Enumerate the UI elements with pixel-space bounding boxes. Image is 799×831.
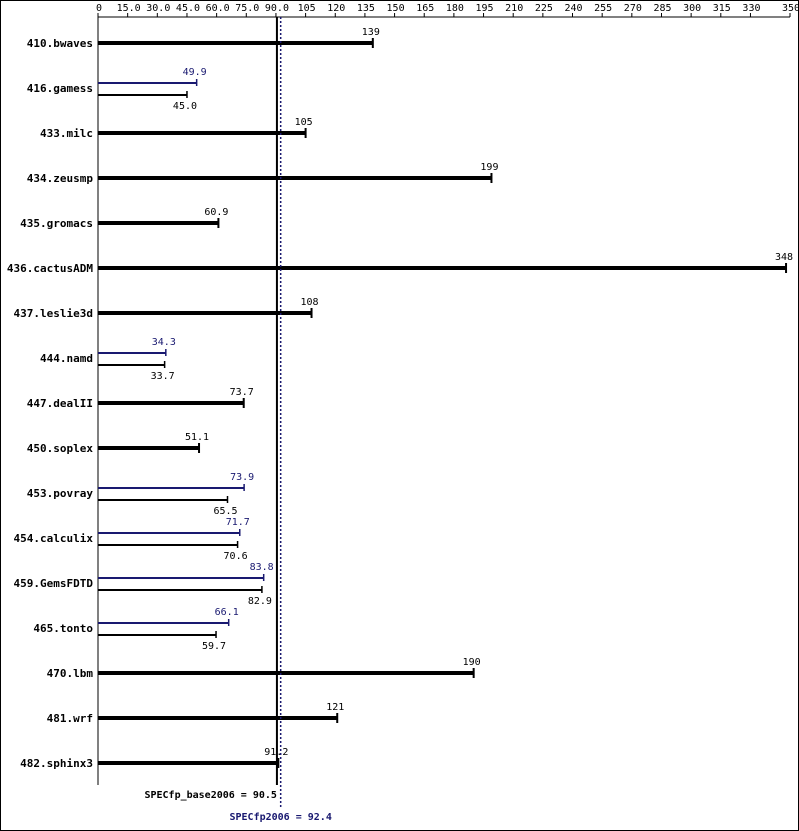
value-label: 71.7: [226, 517, 250, 528]
x-tick-label: 270: [624, 3, 642, 14]
value-label: 66.1: [215, 607, 239, 618]
x-tick-label: 315: [713, 3, 731, 14]
bar: [98, 401, 244, 405]
category-label: 470.lbm: [47, 667, 94, 680]
category-label: 454.calculix: [14, 532, 94, 545]
category-label: 459.GemsFDTD: [14, 577, 94, 590]
category-label: 444.namd: [40, 352, 93, 365]
x-tick-label: 135: [357, 3, 375, 14]
category-label: 482.sphinx3: [20, 757, 93, 770]
value-label: 60.9: [204, 207, 228, 218]
x-tick-label: 120: [327, 3, 345, 14]
value-label: 105: [295, 117, 313, 128]
bar: [98, 266, 787, 270]
value-label: 49.9: [183, 67, 207, 78]
bar: [98, 589, 262, 591]
value-label: 73.9: [230, 472, 254, 483]
category-label: 410.bwaves: [27, 37, 93, 50]
category-label: 450.soplex: [27, 442, 94, 455]
x-tick-label: 30.0: [146, 3, 170, 14]
x-tick-label: 45.0: [176, 3, 200, 14]
x-tick-label: 300: [683, 3, 701, 14]
bar: [98, 622, 229, 624]
category-label: 435.gromacs: [20, 217, 93, 230]
value-label: 82.9: [248, 596, 272, 607]
x-tick-label: 60.0: [206, 3, 230, 14]
bar: [98, 499, 228, 501]
x-tick-label: 225: [535, 3, 553, 14]
x-tick-label: 240: [564, 3, 582, 14]
bar: [98, 446, 200, 450]
category-label: 433.milc: [40, 127, 93, 140]
value-label: 59.7: [202, 641, 226, 652]
value-label: 45.0: [173, 101, 197, 112]
x-tick-label: 150: [387, 3, 405, 14]
value-label: 34.3: [152, 337, 176, 348]
value-label: 348: [775, 252, 793, 263]
x-tick-label: 90.0: [265, 3, 289, 14]
x-tick-label: 75.0: [235, 3, 259, 14]
category-label: 416.gamess: [27, 82, 93, 95]
bar: [98, 487, 245, 489]
value-label: 65.5: [213, 506, 237, 517]
value-label: 139: [362, 27, 380, 38]
reference-label: SPECfp2006 = 92.4: [230, 812, 332, 823]
value-label: 190: [463, 657, 481, 668]
x-tick-label: 15.0: [117, 3, 141, 14]
category-label: 465.tonto: [33, 622, 93, 635]
x-tick-label: 255: [594, 3, 612, 14]
value-label: 121: [326, 702, 344, 713]
bar: [98, 761, 279, 765]
value-label: 70.6: [224, 551, 248, 562]
bar: [98, 364, 165, 366]
value-label: 51.1: [185, 432, 209, 443]
bar: [98, 311, 312, 315]
category-label: 434.zeusmp: [27, 172, 94, 185]
bar: [98, 41, 373, 45]
x-tick-label: 180: [446, 3, 464, 14]
bar: [98, 176, 492, 180]
value-label: 83.8: [250, 562, 274, 573]
bar: [98, 131, 306, 135]
x-tick-label: 165: [416, 3, 434, 14]
bar: [98, 221, 219, 225]
bar: [98, 544, 238, 546]
bar: [98, 634, 217, 636]
category-label: 447.dealII: [27, 397, 93, 410]
value-label: 199: [480, 162, 498, 173]
value-label: 108: [301, 297, 319, 308]
bar: [98, 94, 187, 96]
bar: [98, 532, 240, 534]
x-tick-label: 105: [298, 3, 316, 14]
x-tick-label: 330: [742, 3, 760, 14]
category-label: 436.cactusADM: [7, 262, 93, 275]
bar: [98, 352, 166, 354]
x-tick-label: 350: [782, 3, 799, 14]
bar: [98, 671, 474, 675]
x-tick-label: 0: [96, 3, 102, 14]
value-label: 73.7: [230, 387, 254, 398]
bar: [98, 577, 264, 579]
bar: [98, 82, 197, 84]
x-tick-label: 195: [476, 3, 494, 14]
category-label: 437.leslie3d: [14, 307, 93, 320]
bar: [98, 716, 338, 720]
category-label: 481.wrf: [47, 712, 93, 725]
value-label: 33.7: [151, 371, 175, 382]
category-label: 453.povray: [27, 487, 94, 500]
x-tick-label: 210: [505, 3, 523, 14]
reference-label: SPECfp_base2006 = 90.5: [144, 790, 276, 801]
x-tick-label: 285: [653, 3, 671, 14]
